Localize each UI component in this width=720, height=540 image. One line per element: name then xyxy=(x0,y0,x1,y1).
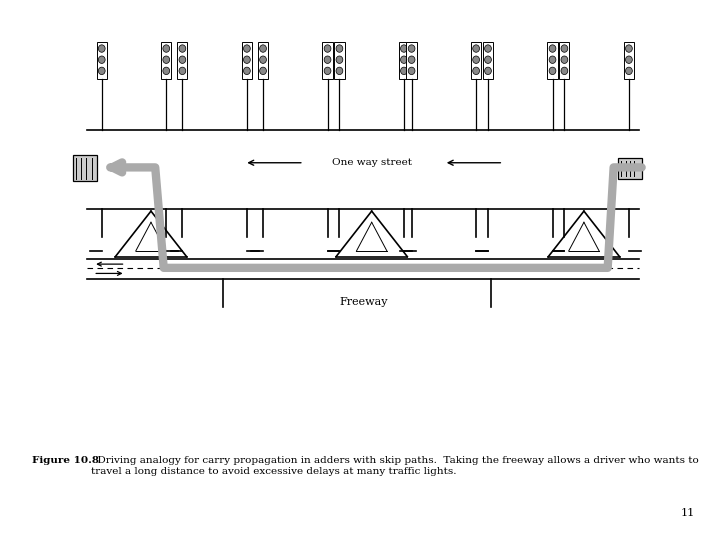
Circle shape xyxy=(400,45,408,52)
Circle shape xyxy=(485,67,491,75)
Circle shape xyxy=(561,45,568,52)
Text: Driving analogy for carry propagation in adders with skip paths.  Taking the fre: Driving analogy for carry propagation in… xyxy=(91,456,699,476)
Circle shape xyxy=(336,56,343,63)
Circle shape xyxy=(99,45,105,52)
Circle shape xyxy=(336,67,343,75)
Circle shape xyxy=(99,56,105,63)
Text: Figure 10.8: Figure 10.8 xyxy=(32,456,99,465)
Bar xyxy=(334,42,345,79)
Bar xyxy=(618,158,642,179)
Bar xyxy=(559,42,570,79)
Circle shape xyxy=(473,56,480,63)
Circle shape xyxy=(549,45,556,52)
Circle shape xyxy=(626,56,632,63)
Circle shape xyxy=(163,45,170,52)
Bar xyxy=(399,42,409,79)
Circle shape xyxy=(473,45,480,52)
Circle shape xyxy=(260,45,266,52)
Bar xyxy=(161,42,171,79)
Circle shape xyxy=(324,56,331,63)
Bar xyxy=(73,156,96,181)
Bar xyxy=(483,42,493,79)
Circle shape xyxy=(243,56,251,63)
Circle shape xyxy=(260,67,266,75)
Circle shape xyxy=(549,67,556,75)
Circle shape xyxy=(163,56,170,63)
Circle shape xyxy=(408,56,415,63)
Bar xyxy=(471,42,481,79)
Circle shape xyxy=(179,56,186,63)
Bar xyxy=(407,42,417,79)
Circle shape xyxy=(324,67,331,75)
Circle shape xyxy=(260,56,266,63)
Circle shape xyxy=(561,67,568,75)
Circle shape xyxy=(99,67,105,75)
Text: One way street: One way street xyxy=(332,158,412,167)
Circle shape xyxy=(549,56,556,63)
Circle shape xyxy=(626,67,632,75)
Bar xyxy=(96,42,107,79)
Circle shape xyxy=(485,56,491,63)
Bar xyxy=(177,42,187,79)
Circle shape xyxy=(243,45,251,52)
Circle shape xyxy=(243,67,251,75)
Circle shape xyxy=(400,56,408,63)
Circle shape xyxy=(163,67,170,75)
Circle shape xyxy=(179,67,186,75)
Bar xyxy=(624,42,634,79)
Bar xyxy=(242,42,252,79)
Circle shape xyxy=(179,45,186,52)
Circle shape xyxy=(485,45,491,52)
Bar xyxy=(547,42,557,79)
Bar xyxy=(258,42,268,79)
Circle shape xyxy=(626,45,632,52)
Circle shape xyxy=(561,56,568,63)
Bar xyxy=(323,42,333,79)
Text: Freeway: Freeway xyxy=(339,297,387,307)
Text: 11: 11 xyxy=(680,508,695,518)
Circle shape xyxy=(400,67,408,75)
Circle shape xyxy=(336,45,343,52)
Circle shape xyxy=(408,45,415,52)
Circle shape xyxy=(408,67,415,75)
Circle shape xyxy=(473,67,480,75)
Circle shape xyxy=(324,45,331,52)
